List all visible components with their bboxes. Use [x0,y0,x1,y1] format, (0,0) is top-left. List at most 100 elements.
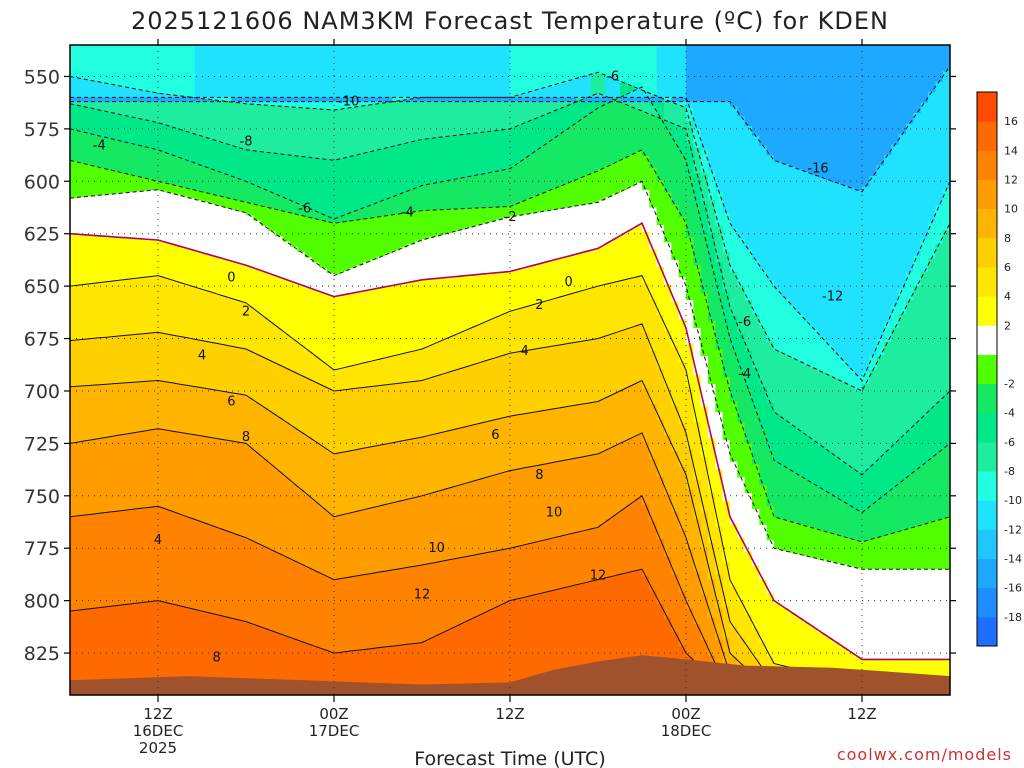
colorbar-swatch [977,383,997,414]
temperature-band [576,457,584,533]
temperature-band [502,129,511,171]
temperature-band [187,385,196,435]
temperature-band [488,319,496,360]
temperature-band [898,659,907,686]
temperature-band [202,45,210,99]
temperature-band [510,270,518,311]
temperature-band [473,423,482,481]
temperature-band [495,316,504,358]
temperature-band [392,250,401,286]
temperature-band [495,550,504,607]
temperature-band [414,496,423,567]
temperature-band [194,101,203,136]
temperature-band [187,161,196,190]
temperature-band [172,128,181,157]
temperature-band [942,189,950,231]
temperature-band [671,103,680,126]
temperature-band [400,568,408,646]
temperature-band [150,45,159,94]
temperature-band [722,45,731,103]
temperature-band [158,182,166,192]
temperature-band [312,570,320,648]
temperature-band [495,219,504,274]
temperature-band [356,97,364,103]
temperature-band [686,107,694,122]
temperature-band [539,97,548,103]
temperature-band [752,45,760,137]
temperature-band [554,589,562,695]
temperature-band [561,295,570,345]
temperature-band [158,601,166,695]
temperature-band [686,387,694,450]
temperature-band [275,101,284,107]
temperature-band [304,45,313,99]
temperature-band [825,492,834,534]
temperature-band [598,337,606,401]
temperature-band [407,189,416,213]
temperature-band [510,216,518,272]
temperature-band [583,75,592,99]
temperature-band [693,480,702,520]
temperature-band [136,101,144,120]
temperature-band [121,604,130,695]
temperature-band [810,627,819,674]
temperature-band [796,169,804,315]
colorbar-swatch [977,441,997,472]
temperature-band [524,121,533,157]
temperature-band [268,152,276,193]
temperature-band [143,333,152,382]
temperature-band [590,528,599,582]
temperature-band [136,145,144,178]
temperature-band [290,560,298,640]
temperature-band [620,82,628,97]
temperature-band [678,362,687,425]
temperature-band [502,101,511,130]
temperature-band [576,531,584,585]
temperature-band [561,460,570,536]
temperature-band [216,172,225,197]
temperature-band [77,78,86,99]
temperature-band [290,339,298,373]
temperature-band [664,45,672,99]
temperature-band [436,181,445,211]
temperature-band [788,45,797,168]
temperature-band [693,45,702,103]
temperature-band [634,183,643,226]
temperature-band [700,639,709,672]
temperature-band [480,45,489,99]
temperature-band [840,536,848,566]
temperature-band [429,210,438,238]
temperature-band [231,146,240,178]
temperature-band [224,207,232,261]
temperature-band [605,577,614,695]
temperature-band [473,175,482,209]
temperature-band [495,130,504,172]
temperature-band [106,511,115,607]
temperature-band [400,143,408,194]
temperature-band [238,211,247,265]
temperature-band [928,569,936,660]
temperature-band [598,578,606,695]
temperature-band [869,569,878,660]
temperature-band [854,45,863,192]
temperature-band [165,510,174,604]
temperature-band [642,231,650,285]
temperature-band [92,134,100,168]
temperature-band [165,243,174,280]
temperature-band [510,352,518,417]
temperature-band [363,508,372,575]
temperature-band [554,45,562,85]
temperature-band [422,379,430,437]
temperature-band [150,239,159,277]
temperature-band [224,297,232,347]
x-tick-label: 12Z [495,705,524,723]
temperature-band [275,45,284,99]
temperature-band [407,351,416,383]
temperature-band [121,510,130,606]
temperature-band [554,258,562,299]
temperature-band [99,97,108,103]
temperature-band [576,341,584,406]
temperature-band [488,101,496,132]
temperature-band [216,206,225,259]
temperature-band [77,97,86,103]
